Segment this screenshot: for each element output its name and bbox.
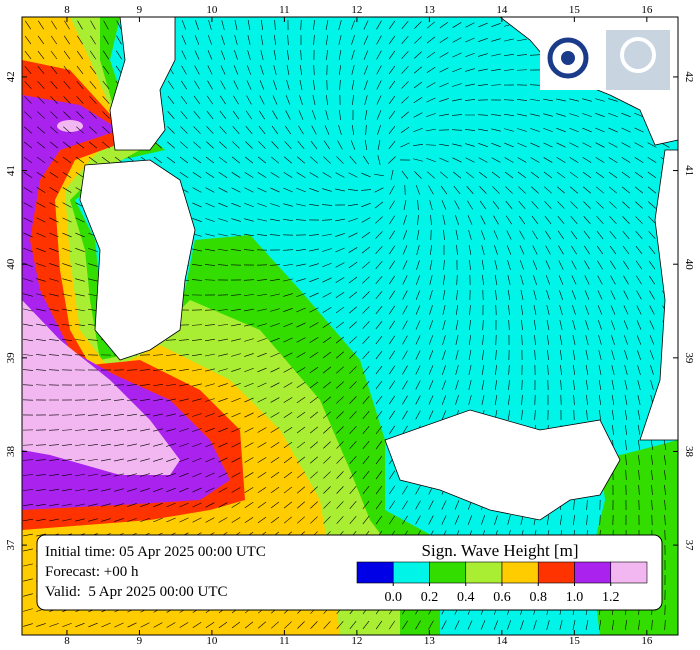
colorbar-tick-label: 1.2: [602, 590, 620, 605]
lon-label-top: 14: [496, 4, 508, 16]
colorbar-swatch: [575, 562, 611, 583]
colorbar-tick-label: 0.4: [457, 590, 475, 605]
lon-label-bottom: 12: [351, 635, 362, 645]
lat-label-left: 41: [5, 165, 17, 176]
colorbar-tick-label: 1.0: [566, 590, 584, 605]
colorbar-swatch: [538, 562, 574, 583]
initial-time: Initial time: 05 Apr 2025 00:00 UTC: [45, 544, 266, 560]
lon-label-bottom: 15: [569, 635, 581, 645]
lat-label-right: 41: [683, 165, 695, 176]
colorbar-swatch: [611, 562, 647, 583]
lat-label-right: 37: [683, 540, 695, 552]
colorbar-swatch: [466, 562, 502, 583]
lat-label-right: 40: [683, 259, 695, 271]
lon-label-top: 11: [279, 4, 290, 16]
colorbar-tick-label: 0.6: [493, 590, 511, 605]
lon-label-bottom: 11: [279, 635, 290, 645]
lon-label-bottom: 14: [496, 635, 508, 645]
lat-label-left: 39: [5, 352, 17, 364]
lon-label-top: 13: [424, 4, 436, 16]
lon-label-bottom: 16: [641, 635, 653, 645]
lat-label-right: 39: [683, 352, 695, 364]
colorbar-swatch: [357, 562, 393, 583]
lon-label-top: 15: [569, 4, 581, 16]
lon-label-bottom: 10: [206, 635, 218, 645]
lat-label-left: 38: [5, 445, 17, 457]
lon-label-bottom: 13: [424, 635, 436, 645]
colorbar-swatch: [502, 562, 538, 583]
colorbar-title: Sign. Wave Height [m]: [422, 541, 579, 560]
lon-label-top: 9: [137, 4, 143, 16]
colorbar-swatch: [393, 562, 429, 583]
lon-label-top: 16: [641, 4, 653, 16]
forecast: Forecast: +00 h: [45, 564, 139, 580]
lat-label-right: 38: [683, 446, 695, 458]
valid-time: Valid: 5 Apr 2025 00:00 UTC: [45, 584, 228, 600]
colorbar-swatch: [430, 562, 466, 583]
lat-label-left: 37: [5, 539, 17, 551]
colorbar-tick-label: 0.0: [385, 590, 403, 605]
lat-label-left: 40: [5, 258, 17, 270]
lat-label-left: 42: [5, 71, 17, 82]
colorbar-tick-label: 0.2: [421, 590, 439, 605]
lon-label-top: 12: [351, 4, 362, 16]
region-pink-small: [57, 120, 83, 132]
lon-label-top: 8: [64, 4, 70, 16]
lon-label-top: 10: [206, 4, 218, 16]
colorbar-tick-label: 0.8: [530, 590, 548, 605]
lon-label-bottom: 9: [137, 635, 143, 645]
lon-label-bottom: 8: [64, 635, 70, 645]
lat-label-right: 42: [683, 71, 695, 82]
logo-dot: [561, 51, 575, 65]
